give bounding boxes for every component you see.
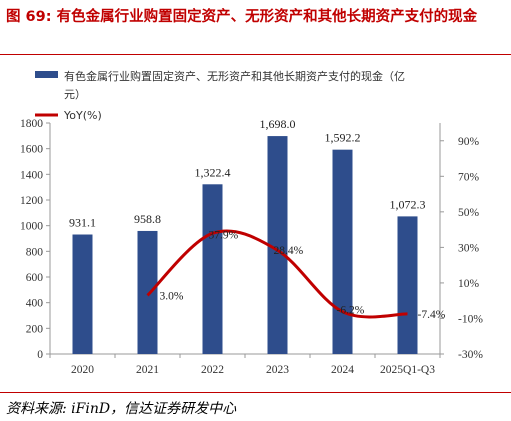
axes: 0 200 400 600 800 1000 1200 1400 1600 1800 -30% -10… [20, 118, 483, 376]
bar-value-label: 958.8 [134, 212, 161, 226]
bar [202, 184, 223, 354]
chart: 有色金属行业购置固定资产、无形资产和其他长期资产支付的现金（亿 元） YoY(%… [20, 69, 483, 376]
right-tick-label: 10% [458, 278, 480, 290]
yoy-value-label: 37.9% [209, 229, 239, 241]
bars [72, 136, 418, 354]
left-tick-label: 0 [37, 349, 43, 361]
yoy-value-label: 28.4% [274, 245, 304, 257]
left-tick-label: 600 [26, 272, 44, 284]
legend-bar-label-line2: 元） [64, 88, 86, 101]
bar [267, 136, 288, 354]
x-tick-label: 2024 [331, 364, 354, 376]
left-tick-label: 1800 [20, 118, 43, 130]
yoy-labels: 3.0% 37.9% 28.4% -6.2% -7.4% [160, 229, 446, 320]
yoy-value-label: 3.0% [160, 290, 184, 302]
bar-value-label: 931.1 [69, 216, 96, 230]
right-tick-label: 70% [458, 171, 480, 183]
left-tick-label: 1200 [20, 195, 43, 207]
yoy-line-path [146, 229, 408, 319]
bar-value-label: 1,072.3 [390, 197, 426, 211]
right-tick-label: -30% [458, 349, 483, 361]
x-tick-label: 2023 [266, 364, 289, 376]
legend-bar-swatch [35, 71, 58, 78]
x-tick-label: 2021 [136, 364, 159, 376]
left-tick-label: 200 [26, 323, 44, 335]
bar [72, 234, 93, 354]
right-tick-label: 90% [458, 136, 480, 148]
legend-bar-label-line1: 有色金属行业购置固定资产、无形资产和其他长期资产支付的现金（亿 [64, 69, 405, 83]
left-tick-label: 1000 [20, 221, 43, 233]
left-tick-label: 1400 [20, 169, 43, 181]
right-tick-label: 50% [458, 207, 480, 219]
x-tick-label: 2025Q1-Q3 [380, 364, 435, 376]
source-divider [0, 392, 511, 393]
yoy-line [146, 229, 408, 319]
figure-title: 图 69: 有色金属行业购置固定资产、无形资产和其他长期资产支付的现金 [6, 9, 478, 25]
bar [332, 149, 353, 354]
source-note: 资料来源: iFinD，信达证券研发中心 [6, 401, 237, 417]
yoy-value-label: -7.4% [418, 309, 446, 321]
x-tick-label: 2020 [71, 364, 94, 376]
left-tick-label: 800 [26, 246, 44, 258]
right-tick-label: 30% [458, 242, 480, 254]
left-tick-label: 1600 [20, 144, 43, 156]
legend-line-label: YoY(%) [63, 109, 102, 122]
title-divider [0, 54, 511, 55]
bar-value-label: 1,698.0 [260, 117, 296, 131]
bar [397, 216, 418, 354]
x-tick-label: 2022 [201, 364, 224, 376]
legend: 有色金属行业购置固定资产、无形资产和其他长期资产支付的现金（亿 元） YoY(%… [35, 69, 405, 122]
left-tick-label: 400 [26, 298, 44, 310]
bar-labels: 931.1 958.8 1,322.4 1,698.0 1,592.2 1,072.3 [69, 117, 426, 229]
right-tick-label: -10% [458, 313, 483, 325]
bar [137, 230, 158, 354]
bar-value-label: 1,322.4 [195, 165, 231, 179]
yoy-value-label: -6.2% [337, 305, 365, 317]
bar-value-label: 1,592.2 [325, 131, 361, 145]
